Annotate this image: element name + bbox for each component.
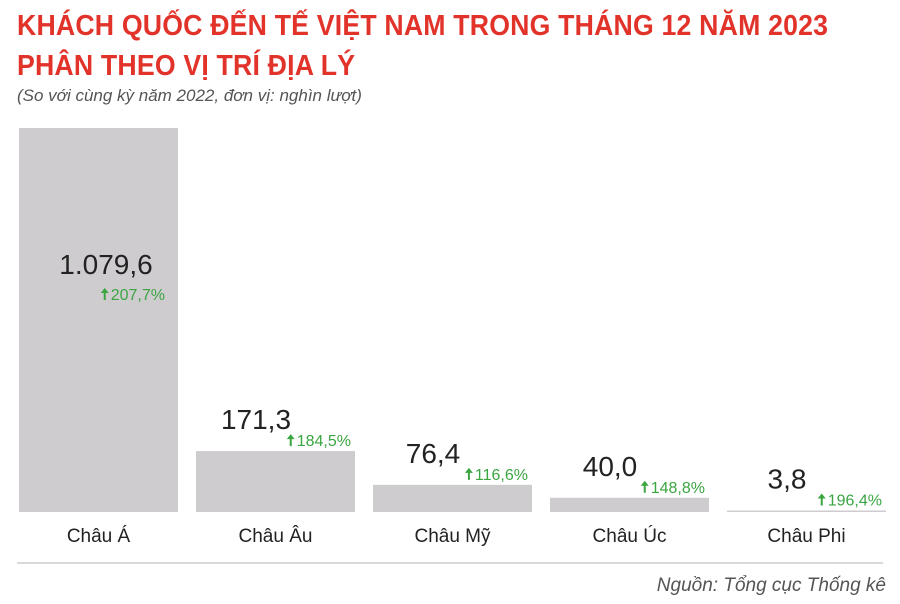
change-label: 207,7%	[111, 287, 165, 304]
category-label: Châu Âu	[239, 525, 313, 547]
value-label: 76,4	[406, 438, 461, 469]
value-label: 1.079,6	[59, 249, 152, 280]
bar	[373, 484, 532, 512]
change-label: 116,6%	[475, 467, 528, 484]
value-label: 171,3	[221, 404, 291, 435]
change-label: 148,8%	[651, 480, 705, 497]
category-label: Châu Úc	[593, 525, 667, 547]
category-label: Châu Mỹ	[414, 526, 491, 547]
arrow-up-icon	[817, 493, 826, 506]
arrow-up-icon	[464, 467, 473, 480]
bar	[550, 497, 709, 512]
chart-subtitle: (So với cùng kỳ năm 2022, đơn vị: nghìn …	[17, 86, 362, 105]
value-label: 3,8	[768, 464, 807, 495]
source-note: Nguồn: Tổng cục Thống kê	[656, 575, 886, 596]
category-label: Châu Phi	[767, 526, 845, 547]
chart-title-line2: PHÂN THEO VỊ TRÍ ĐỊA LÝ	[17, 50, 356, 82]
arrow-up-icon	[286, 434, 295, 447]
chart-title: KHÁCH QUỐC ĐẾN TẾ VIỆT NAM TRONG THÁNG 1…	[17, 10, 829, 42]
arrow-up-icon	[640, 480, 649, 493]
arrow-up-icon	[100, 288, 109, 300]
bar	[727, 510, 886, 512]
bar	[196, 451, 355, 512]
change-label: 196,4%	[828, 493, 882, 510]
divider-line	[17, 562, 883, 564]
category-label: Châu Á	[67, 526, 131, 547]
bar	[19, 128, 178, 512]
value-label: 40,0	[583, 451, 638, 482]
change-label: 184,5%	[297, 433, 351, 450]
